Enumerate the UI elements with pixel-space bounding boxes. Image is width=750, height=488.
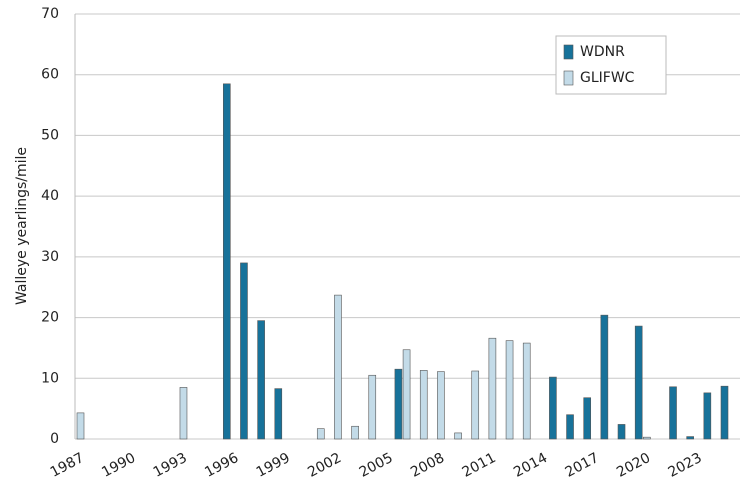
x-tick-label: 1996 <box>202 450 241 481</box>
bar <box>634 325 643 440</box>
x-tick-label: 2002 <box>305 450 344 481</box>
x-tick-label: 2023 <box>666 450 705 481</box>
x-tick-label: 2005 <box>357 450 396 481</box>
legend-swatch <box>563 44 574 60</box>
bar <box>600 314 609 440</box>
bar <box>720 385 729 440</box>
bar <box>583 397 592 440</box>
bar <box>669 386 677 440</box>
bar <box>703 392 712 440</box>
bar <box>566 414 574 440</box>
bar <box>549 376 557 440</box>
y-tick-label: 60 <box>41 67 59 83</box>
y-axis-label: Walleye yearlings/mile <box>14 147 30 305</box>
x-tick-label: 2020 <box>614 450 653 481</box>
bar <box>617 424 626 440</box>
bar <box>240 262 248 440</box>
legend-box <box>555 35 667 95</box>
bar <box>257 320 265 440</box>
x-tick-label: 1990 <box>99 450 138 481</box>
x-tick-label: 1993 <box>151 450 190 481</box>
x-tick-label: 2011 <box>460 450 499 481</box>
bar <box>643 436 651 440</box>
bar <box>471 370 480 440</box>
bar <box>316 428 325 440</box>
y-tick-label: 40 <box>41 188 59 204</box>
bar <box>334 294 342 440</box>
x-tick-label: 1987 <box>48 450 87 481</box>
bar <box>222 83 231 440</box>
bar <box>76 412 85 440</box>
bar <box>454 432 462 440</box>
bar <box>419 370 428 440</box>
y-tick-label: 50 <box>41 127 59 143</box>
bar <box>351 425 359 440</box>
bar <box>437 371 445 440</box>
y-tick-label: 0 <box>50 431 59 447</box>
y-tick-label: 30 <box>41 249 59 265</box>
bar <box>522 342 531 440</box>
x-tick-label: 2008 <box>408 450 447 481</box>
legend-label: GLIFWC <box>580 70 635 86</box>
y-tick-label: 70 <box>41 6 59 22</box>
bar <box>488 337 497 440</box>
bar <box>368 374 377 440</box>
x-tick-label: 2017 <box>563 450 602 481</box>
bar <box>274 388 283 440</box>
legend-swatch <box>563 70 574 86</box>
bar <box>179 387 188 440</box>
bar <box>394 368 403 440</box>
bar <box>686 436 694 440</box>
bar <box>505 340 514 440</box>
y-tick-label: 10 <box>41 370 59 386</box>
bar <box>402 349 411 440</box>
x-tick-label: 2014 <box>511 450 550 481</box>
legend-label: WDNR <box>580 44 625 60</box>
x-tick-label: 1999 <box>254 450 293 481</box>
y-tick-label: 20 <box>41 310 59 326</box>
